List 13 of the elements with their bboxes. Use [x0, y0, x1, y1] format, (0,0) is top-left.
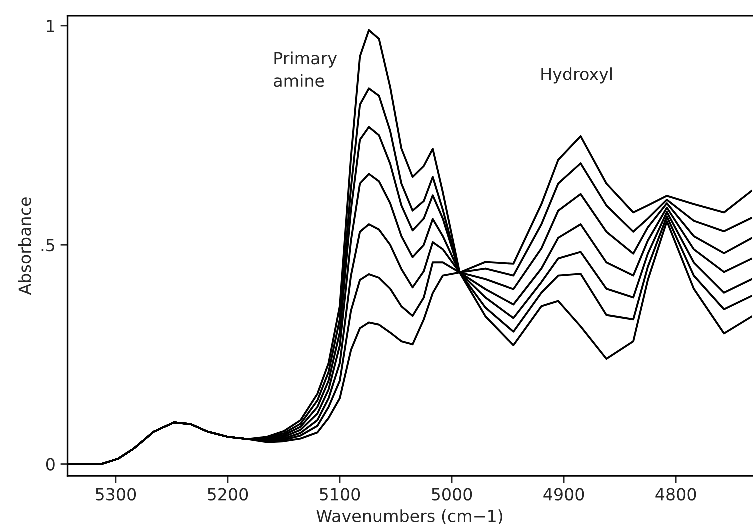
annotation: Primary amine — [274, 52, 338, 88]
x-axis-title: Wavenumbers (cm−1) — [316, 510, 502, 524]
x-tick-label: 5200 — [208, 488, 248, 501]
y-tick-label: .5 — [42, 239, 55, 252]
x-tick-label: 4900 — [544, 488, 584, 501]
x-tick-label: 5100 — [320, 488, 360, 501]
x-tick-label: 5000 — [432, 488, 472, 501]
y-tick-label: 0 — [46, 458, 55, 471]
y-tick-label: 1 — [47, 20, 54, 32]
annotation: Hydroxyl — [542, 68, 612, 84]
x-tick-label: 4800 — [656, 488, 696, 501]
y-axis-title: Absorbance — [18, 198, 32, 296]
x-tick-label: 5300 — [96, 488, 136, 501]
